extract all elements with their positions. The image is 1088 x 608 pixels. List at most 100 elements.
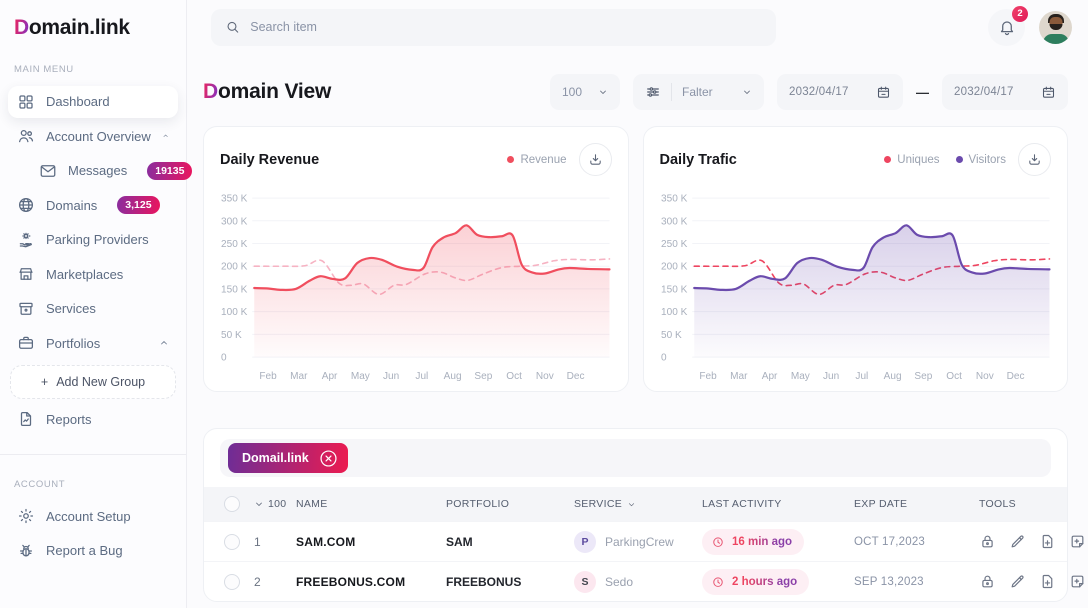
- user-avatar[interactable]: [1039, 10, 1072, 44]
- box-icon: [17, 300, 35, 318]
- column-portfolio: PORTFOLIO: [446, 498, 574, 510]
- legend-dot-icon: [507, 156, 515, 163]
- svg-text:Jul: Jul: [415, 371, 428, 382]
- calendar-icon: [1041, 85, 1056, 100]
- sidebar-item-account-setup[interactable]: Account Setup: [8, 500, 178, 532]
- count-badge: 19135: [147, 161, 193, 180]
- store-icon: [17, 265, 35, 283]
- sidebar-item-report-a-bug[interactable]: Report a Bug: [8, 535, 178, 567]
- sidebar-item-marketplaces[interactable]: Marketplaces: [8, 258, 178, 290]
- column-tools: TOOLS: [979, 498, 1067, 510]
- service-provider: ParkingCrew: [605, 534, 674, 549]
- sidebar-item-label: Services: [46, 301, 96, 316]
- svg-text:Jul: Jul: [855, 371, 868, 382]
- svg-text:350 K: 350 K: [221, 194, 248, 205]
- service-initial-badge: S: [574, 570, 596, 593]
- sidebar-item-dashboard[interactable]: Dashboard: [8, 85, 178, 118]
- legend-label: Visitors: [968, 153, 1007, 166]
- portfolio-name: SAM: [446, 534, 473, 549]
- page-size-select[interactable]: 100: [550, 74, 620, 110]
- svg-text:Nov: Nov: [975, 371, 993, 382]
- svg-text:Mar: Mar: [290, 371, 308, 382]
- notifications-button[interactable]: 2: [988, 5, 1028, 46]
- legend-dot-icon: [955, 156, 963, 163]
- svg-text:May: May: [790, 371, 809, 382]
- column-service[interactable]: SERVICE: [574, 498, 702, 510]
- svg-text:350 K: 350 K: [661, 194, 688, 205]
- gear-icon: [17, 507, 35, 525]
- sidebar-item-domains[interactable]: Domains 3,125: [8, 189, 178, 221]
- daily-trafic-card: Daily Trafic Uniques Visitors 0 50 K 100 K 150…: [642, 126, 1068, 393]
- clock-icon: [711, 575, 725, 589]
- chevron-down-icon: [254, 499, 264, 509]
- logo-text: omain.link: [28, 16, 130, 39]
- row-checkbox[interactable]: [224, 533, 240, 550]
- column-label: LAST ACTIVITY: [702, 498, 782, 511]
- last-activity-text: 16 min ago: [732, 535, 793, 548]
- add-note-tool-button[interactable]: [1069, 533, 1086, 550]
- domain-name: SAM.COM: [296, 534, 356, 549]
- date-to-input[interactable]: 2032/04/17: [942, 74, 1068, 110]
- edit-tool-button[interactable]: [1009, 573, 1026, 590]
- add-file-tool-button[interactable]: [1039, 533, 1056, 550]
- svg-text:Oct: Oct: [946, 371, 962, 382]
- sidebar-item-reports[interactable]: Reports: [8, 403, 178, 435]
- svg-text:Aug: Aug: [444, 371, 462, 382]
- svg-text:Mar: Mar: [730, 371, 748, 382]
- download-chart-button[interactable]: [1018, 143, 1051, 176]
- sidebar-item-portfolios[interactable]: Portfolios: [8, 327, 178, 359]
- divider: [671, 83, 672, 101]
- add-note-tool-button[interactable]: [1069, 573, 1086, 590]
- chevron-down-icon: [598, 87, 608, 97]
- chevron-down-icon: [742, 87, 752, 97]
- select-all-checkbox[interactable]: [224, 496, 240, 513]
- sidebar: Domain.link MAIN MENU Dashboard Account O…: [0, 0, 193, 608]
- svg-text:300 K: 300 K: [221, 216, 248, 227]
- svg-text:100 K: 100 K: [661, 307, 688, 318]
- date-from-input[interactable]: 2032/04/17: [777, 74, 903, 110]
- domains-table: 100 NAME PORTFOLIO SERVICE LAST ACTIVITY EXP …: [204, 487, 1084, 601]
- sidebar-item-label: Marketplaces: [46, 266, 124, 282]
- sidebar-item-account-overview[interactable]: Account Overview: [8, 120, 178, 152]
- daily-trafic-title: Daily Trafic: [659, 151, 737, 168]
- svg-text:0: 0: [661, 353, 667, 364]
- row-number: 1: [254, 534, 261, 549]
- main-content: 2 Domain View 100 Falter 2032/04/17 — 20…: [187, 0, 1088, 608]
- service-initial-badge: P: [574, 530, 596, 553]
- filter-select[interactable]: Falter: [633, 74, 764, 110]
- row-checkbox[interactable]: [224, 573, 240, 590]
- edit-tool-button[interactable]: [1009, 533, 1026, 550]
- last-activity-badge: 2 hours ago: [702, 568, 810, 595]
- svg-text:Dec: Dec: [1006, 371, 1024, 382]
- remove-filter-icon[interactable]: [318, 448, 339, 469]
- notification-count-badge: 2: [1012, 5, 1028, 22]
- search-bar[interactable]: [211, 8, 776, 46]
- sidebar-item-label: Account Overview: [46, 128, 151, 144]
- svg-text:100 K: 100 K: [221, 307, 248, 318]
- download-chart-button[interactable]: [578, 143, 612, 176]
- download-icon: [588, 152, 603, 167]
- column-name: NAME: [296, 498, 446, 510]
- active-filters-bar: Domail.link: [220, 439, 1051, 478]
- sidebar-item-label: Parking Providers: [46, 232, 149, 247]
- sidebar-item-parking-providers[interactable]: Parking Providers: [8, 224, 178, 256]
- calendar-icon: [876, 85, 891, 100]
- filter-chip[interactable]: Domail.link: [228, 443, 348, 474]
- add-file-tool-button[interactable]: [1039, 573, 1056, 590]
- sidebar-item-messages[interactable]: Messages 19135: [30, 155, 193, 187]
- sidebar-item-add-new-group[interactable]: + Add New Group: [10, 365, 176, 399]
- rows-per-page[interactable]: 100: [254, 498, 296, 510]
- service-provider: Sedo: [605, 574, 634, 589]
- sidebar-item-services[interactable]: Services: [8, 293, 178, 325]
- legend-uniques: Uniques: [884, 154, 940, 166]
- lock-tool-button[interactable]: [979, 573, 996, 590]
- column-label: TOOLS: [979, 498, 1016, 511]
- topbar: 2: [187, 0, 1088, 54]
- search-input[interactable]: [250, 20, 762, 34]
- domain-name: FREEBONUS.COM: [296, 574, 406, 589]
- chart-legend: Uniques Visitors: [884, 154, 1006, 166]
- legend-label: Revenue: [520, 153, 567, 166]
- tools-cell: [979, 573, 1086, 590]
- sidebar-item-label: Portfolios: [46, 335, 101, 351]
- lock-tool-button[interactable]: [979, 533, 996, 550]
